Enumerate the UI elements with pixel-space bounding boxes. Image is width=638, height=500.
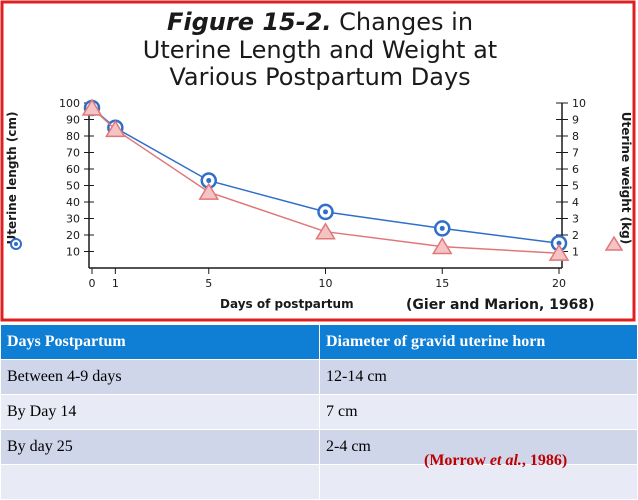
line-chart: Figure 15-2. Changes in Uterine Length a… <box>0 0 636 322</box>
y-right-tick-label: 8 <box>572 130 579 143</box>
series-line <box>91 107 560 254</box>
weight-data-point <box>81 98 103 116</box>
y-right-tick-label: 7 <box>572 147 579 160</box>
y-left-tick-label: 80 <box>66 130 80 143</box>
length-data-point-center <box>439 225 445 231</box>
y-left-tick-label: 100 <box>59 97 80 110</box>
table-citation: (Morrow et al., 1986) <box>424 452 567 470</box>
uterine-horn-table: Days Postpartum Diameter of gravid uteri… <box>0 324 638 500</box>
x-tick-label: 0 <box>89 277 96 290</box>
y-left-label: Uterine length (cm) <box>5 112 19 245</box>
y-left-tick-label: 50 <box>66 180 80 193</box>
table-cell: 12-14 cm <box>319 359 638 395</box>
length-data-point-center <box>323 209 328 215</box>
x-tick-label: 1 <box>112 277 119 290</box>
table-header-diameter: Diameter of gravid uterine horn <box>319 324 638 360</box>
table-header-days: Days Postpartum <box>0 324 320 360</box>
y-right-tick-label: 1 <box>572 246 579 259</box>
x-axis-label: Days of postpartum <box>220 297 354 311</box>
x-tick-label: 15 <box>435 277 449 290</box>
y-right-label: Uterine weight (kg) <box>619 112 633 244</box>
weight-data-point <box>431 237 453 255</box>
table-cell <box>0 464 320 500</box>
y-right-tick-label: 10 <box>572 97 586 110</box>
legend-triangle-marker <box>604 235 624 251</box>
y-right-tick-label: 2 <box>572 229 579 242</box>
x-tick-label: 20 <box>552 277 566 290</box>
weight-data-point <box>315 222 336 240</box>
weight-data-point <box>198 182 220 200</box>
table-cell: Between 4-9 days <box>0 359 320 395</box>
x-tick-label: 10 <box>319 277 333 290</box>
y-left-tick-label: 60 <box>66 163 80 176</box>
table-cell: 7 cm <box>319 394 638 430</box>
figure-area: Figure 15-2. Changes in Uterine Length a… <box>0 0 636 322</box>
table-row: By Day 14 7 cm <box>0 394 638 430</box>
figure-citation: (Gier and Marion, 1968) <box>406 297 595 313</box>
y-right-tick-label: 4 <box>572 196 579 209</box>
y-right-tick-label: 5 <box>572 180 579 193</box>
y-right-tick-label: 9 <box>572 114 579 127</box>
y-left-tick-label: 40 <box>66 196 80 209</box>
weight-data-point <box>548 243 570 261</box>
y-right-tick-label: 3 <box>572 213 579 226</box>
x-tick-label: 5 <box>205 277 212 290</box>
table-cell: By day 25 <box>0 429 320 465</box>
y-left-tick-label: 10 <box>66 246 80 259</box>
table-cell: By Day 14 <box>0 394 320 430</box>
y-right-tick-label: 6 <box>572 163 579 176</box>
table-row: By day 25 2-4 cm <box>0 429 638 465</box>
table-citation-after: , 1986) <box>521 452 568 469</box>
weight-data-point <box>105 119 126 138</box>
legend-circle-dot <box>14 242 18 246</box>
table-row: Between 4-9 days 12-14 cm <box>0 359 638 395</box>
table-citation-before: (Morrow <box>424 452 490 469</box>
chart-title-line1: Figure 15-2. Changes in <box>167 8 473 36</box>
y-left-tick-label: 90 <box>66 114 80 127</box>
table-header-row: Days Postpartum Diameter of gravid uteri… <box>0 324 638 360</box>
y-left-tick-label: 30 <box>66 213 80 226</box>
length-data-point-center <box>206 178 212 184</box>
chart-title-line2: Uterine Length and Weight at <box>143 36 497 64</box>
table-citation-italic: et al. <box>489 452 522 469</box>
figure-frame <box>0 0 636 322</box>
chart-title-line3: Various Postpartum Days <box>169 63 470 91</box>
table-cell: 2-4 cm <box>319 429 638 465</box>
length-data-point-center <box>556 240 562 246</box>
y-left-tick-label: 20 <box>66 229 80 242</box>
y-left-tick-label: 70 <box>66 147 80 160</box>
